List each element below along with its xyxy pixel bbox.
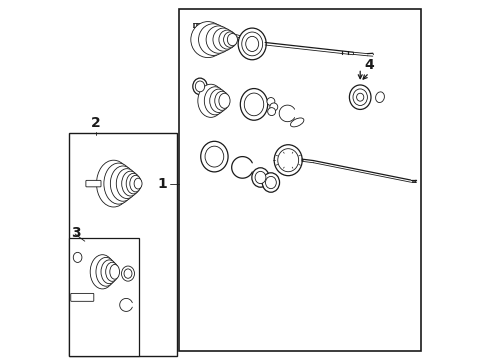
Ellipse shape	[193, 78, 207, 95]
Ellipse shape	[104, 163, 133, 204]
Ellipse shape	[106, 262, 119, 282]
Ellipse shape	[357, 93, 364, 101]
FancyBboxPatch shape	[86, 180, 101, 187]
Ellipse shape	[96, 257, 116, 286]
Ellipse shape	[266, 176, 276, 189]
Text: 1: 1	[158, 177, 168, 190]
FancyBboxPatch shape	[71, 293, 94, 301]
Ellipse shape	[101, 260, 118, 284]
Circle shape	[268, 108, 275, 116]
Ellipse shape	[255, 171, 266, 184]
Ellipse shape	[376, 92, 384, 103]
Ellipse shape	[245, 93, 264, 116]
Ellipse shape	[124, 269, 132, 278]
Ellipse shape	[206, 26, 231, 53]
Ellipse shape	[130, 175, 141, 192]
Ellipse shape	[191, 22, 225, 58]
Text: 2: 2	[91, 116, 100, 130]
Ellipse shape	[74, 252, 82, 262]
Ellipse shape	[215, 91, 229, 110]
Ellipse shape	[245, 36, 259, 51]
Ellipse shape	[252, 168, 269, 187]
Ellipse shape	[196, 81, 205, 92]
Ellipse shape	[110, 166, 136, 201]
Ellipse shape	[198, 84, 224, 117]
Ellipse shape	[227, 33, 238, 46]
Ellipse shape	[219, 30, 236, 49]
Ellipse shape	[122, 266, 134, 281]
Text: 3: 3	[72, 226, 81, 239]
Bar	[179, 9, 421, 351]
Bar	[69, 133, 176, 356]
Ellipse shape	[122, 171, 139, 196]
Ellipse shape	[110, 264, 120, 279]
Ellipse shape	[242, 32, 263, 56]
Ellipse shape	[198, 24, 228, 55]
Ellipse shape	[213, 28, 234, 51]
Ellipse shape	[238, 28, 266, 60]
Ellipse shape	[262, 173, 280, 192]
Bar	[69, 238, 139, 356]
Ellipse shape	[278, 149, 298, 172]
Ellipse shape	[240, 89, 268, 120]
Ellipse shape	[116, 168, 138, 198]
Ellipse shape	[90, 255, 115, 289]
Ellipse shape	[353, 89, 368, 105]
Ellipse shape	[97, 160, 131, 207]
Ellipse shape	[349, 85, 371, 109]
Ellipse shape	[134, 178, 142, 189]
Ellipse shape	[210, 89, 228, 112]
Ellipse shape	[274, 145, 302, 176]
Ellipse shape	[126, 174, 141, 194]
Ellipse shape	[205, 146, 224, 167]
Ellipse shape	[201, 141, 228, 172]
Ellipse shape	[204, 87, 226, 115]
Ellipse shape	[291, 118, 304, 127]
Circle shape	[270, 103, 278, 111]
Circle shape	[267, 98, 275, 105]
Text: 4: 4	[365, 58, 374, 72]
Ellipse shape	[219, 93, 230, 108]
Ellipse shape	[223, 32, 237, 48]
